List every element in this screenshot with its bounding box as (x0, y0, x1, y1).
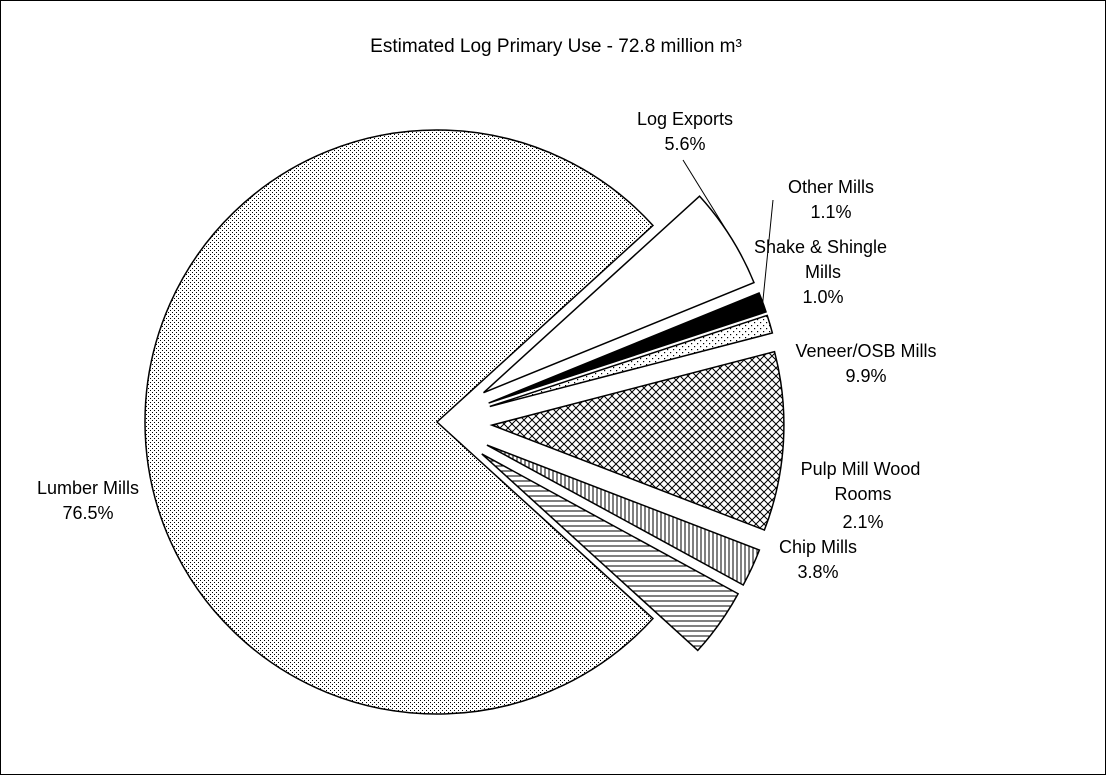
label-pulp-mill-wood-rooms: Pulp Mill Wood Rooms 2.1% (801, 459, 926, 532)
slice-label-veneer-osb-mills: Veneer/OSB Mills (795, 341, 936, 361)
chart-title: Estimated Log Primary Use - 72.8 million… (370, 36, 742, 57)
label-other-mills: Other Mills 1.1% (788, 177, 874, 222)
slice-label-shake-shingle-mills: Shake & Shingle Mills (754, 237, 892, 282)
slice-label-log-exports: Log Exports (637, 109, 733, 129)
slice-label-other-mills: Other Mills (788, 177, 874, 197)
slice-chip-mills (481, 453, 740, 652)
slice-value-log-exports: 5.6% (664, 134, 705, 154)
slice-value-other-mills: 1.1% (810, 202, 851, 222)
label-veneer-osb-mills: Veneer/OSB Mills 9.9% (795, 341, 936, 386)
slice-value-lumber-mills: 76.5% (62, 503, 113, 523)
leader-line-log-exports (682, 159, 731, 238)
slice-label-pulp-line-1: Pulp Mill Wood (801, 459, 921, 479)
label-chip-mills: Chip Mills 3.8% (779, 537, 857, 582)
slice-label-pulp-line-2: Rooms (834, 484, 891, 504)
label-shake-shingle-mills: Shake & Shingle Mills 1.0% (754, 237, 892, 307)
pie-slices (144, 129, 785, 715)
slice-shake-shingle-mills (489, 314, 774, 408)
slice-label-chip-mills: Chip Mills (779, 537, 857, 557)
label-lumber-mills: Lumber Mills 76.5% (37, 478, 139, 523)
slice-label-shake-shingle-line-2: Mills (805, 262, 841, 282)
slice-label-lumber-mills: Lumber Mills (37, 478, 139, 498)
slice-pulp-mill-wood-rooms (486, 444, 761, 586)
slice-log-exports (483, 195, 755, 394)
slice-value-chip-mills: 3.8% (797, 562, 838, 582)
leader-lines (682, 159, 774, 303)
label-log-exports: Log Exports 5.6% (637, 109, 733, 154)
slice-lumber-mills (144, 129, 655, 715)
slice-value-veneer-osb-mills: 9.9% (845, 366, 886, 386)
slice-value-pulp-mill-wood-rooms: 2.1% (842, 512, 883, 532)
slice-label-shake-shingle-line-1: Shake & Shingle (754, 237, 887, 257)
leader-line-other-mills (762, 199, 774, 303)
slice-label-pulp-mill-wood-rooms: Pulp Mill Wood Rooms (801, 459, 926, 504)
slice-veneer-osb-mills (489, 350, 785, 532)
slice-value-shake-shingle-mills: 1.0% (802, 287, 843, 307)
